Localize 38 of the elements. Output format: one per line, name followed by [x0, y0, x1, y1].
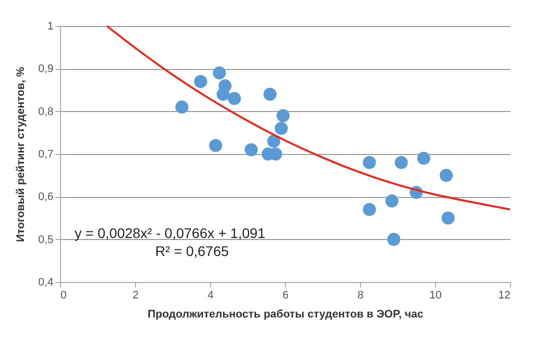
y-tick-label: 0,4	[38, 276, 54, 288]
x-tick-label: 4	[207, 290, 214, 302]
point	[212, 66, 226, 80]
x-tick-label: 6	[282, 290, 289, 302]
x-tick-label: 2	[132, 290, 139, 302]
line-series	[106, 25, 511, 210]
point	[175, 100, 188, 114]
point	[385, 194, 398, 208]
point	[362, 156, 376, 170]
point	[263, 88, 277, 101]
point	[417, 152, 430, 165]
point	[394, 156, 408, 170]
point	[274, 122, 288, 135]
x-tick-label: 0	[60, 290, 67, 302]
point	[244, 143, 258, 156]
annotation: y = 0,0028x² - 0,0766x + 1,091	[74, 225, 266, 241]
point	[362, 202, 376, 216]
point	[228, 92, 241, 106]
point	[194, 74, 208, 88]
y-tick-label: 0,9	[38, 63, 54, 76]
point	[440, 168, 453, 182]
y-axis-title: Итоговый рейтинг студентов, %	[15, 66, 28, 242]
point	[442, 211, 455, 225]
point	[209, 138, 222, 152]
y-tick-label: 0,7	[38, 148, 54, 160]
point	[276, 109, 290, 122]
x-axis-title: Продолжительность работы студентов в ЭОР, час	[148, 308, 424, 320]
point	[218, 79, 232, 92]
x-tick-label: 10	[429, 290, 442, 302]
annotation: R² = 0,6765	[155, 243, 229, 259]
y-tick-label: 0,6	[38, 191, 54, 204]
x-tick-label: 8	[357, 290, 364, 302]
point	[267, 134, 280, 148]
y-tick-label: 0,5	[38, 234, 54, 246]
y-tick-label: 0,8	[38, 106, 54, 118]
y-tick-label: 1	[47, 20, 54, 32]
point	[387, 232, 400, 246]
x-tick-label: 12	[498, 290, 510, 302]
